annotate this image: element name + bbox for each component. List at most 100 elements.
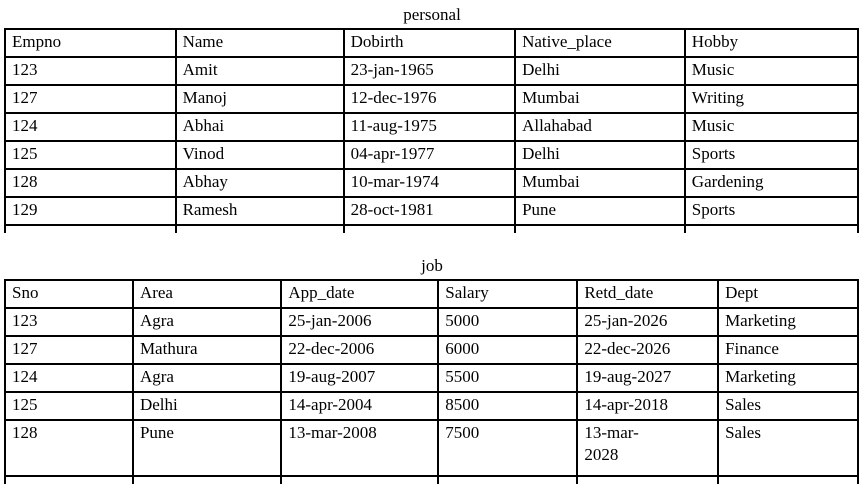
table-cell: Writing <box>683 84 860 114</box>
column-header: Dept <box>717 279 859 309</box>
table-cell: Music <box>683 56 860 86</box>
table-cell: 5000 <box>437 307 579 337</box>
table-cell: 124 <box>4 363 134 393</box>
table-cell: 28-oct-1981 <box>342 196 517 226</box>
personal-table-title: personal <box>403 5 461 24</box>
table-cell: 23-jan-1965 <box>342 56 517 86</box>
table-cell: Mumbai <box>514 168 686 198</box>
table-row: 128 Pune 13-mar-2008 7500 13-mar- 2028 Sales <box>4 419 859 477</box>
personal-table: Empno Name Dobirth Native_place Hobby 123 Ami… <box>4 28 860 233</box>
table-row: 125 Delhi 14-apr-2004 8500 14-apr-2018 Sales <box>4 391 859 421</box>
table-cell: 127 <box>4 335 134 365</box>
table-cell: 125 <box>4 140 177 170</box>
table-cell: 10-mar-1974 <box>342 168 517 198</box>
cropped-cell-stub <box>437 475 579 484</box>
table-cell: 04-apr-1977 <box>342 140 517 170</box>
cropped-cell-stub <box>131 475 283 484</box>
table-cell: Agra <box>131 307 283 337</box>
table-cell: Mathura <box>131 335 283 365</box>
table-row: 124 Agra 19-aug-2007 5500 19-aug-2027 Marketi… <box>4 363 859 393</box>
table-row: 123 Amit 23-jan-1965 Delhi Music <box>4 56 860 86</box>
table-cell: Marketing <box>717 307 859 337</box>
column-header: Salary <box>437 279 579 309</box>
cropped-row-stub <box>4 475 859 484</box>
header-row: Sno Area App_date Salary Retd_date Dept <box>4 279 859 309</box>
table-row: 125 Vinod 04-apr-1977 Delhi Sports <box>4 140 860 170</box>
column-header: Native_place <box>514 28 686 58</box>
table-cell: Abhai <box>174 112 345 142</box>
table-cell: 14-apr-2018 <box>576 391 720 421</box>
table-cell: Ramesh <box>174 196 345 226</box>
table-cell: Allahabad <box>514 112 686 142</box>
cropped-cell-stub <box>717 475 859 484</box>
column-header: Dobirth <box>342 28 517 58</box>
table-cell: 124 <box>4 112 177 142</box>
cropped-cell-stub <box>514 224 686 233</box>
column-header: Hobby <box>683 28 860 58</box>
table-cell: Gardening <box>683 168 860 198</box>
table-cell: 123 <box>4 56 177 86</box>
table-cell: Delhi <box>514 140 686 170</box>
cropped-row-stub <box>4 224 860 233</box>
table-cell: Finance <box>717 335 859 365</box>
table-cell: 25-jan-2006 <box>280 307 440 337</box>
cropped-cell-stub <box>342 224 517 233</box>
table-cell: 13-mar-2008 <box>280 419 440 477</box>
table-row: 123 Agra 25-jan-2006 5000 25-jan-2026 Marketi… <box>4 307 859 337</box>
table-cell: 22-dec-2006 <box>280 335 440 365</box>
table-row: 129 Ramesh 28-oct-1981 Pune Sports <box>4 196 860 226</box>
table-cell: 6000 <box>437 335 579 365</box>
cropped-cell-stub <box>683 224 860 233</box>
personal-table-section: personal Empno Name Dobirth Native_place Hob… <box>4 4 860 233</box>
table-cell: 128 <box>4 419 134 477</box>
table-cell: Pune <box>514 196 686 226</box>
table-cell: Music <box>683 112 860 142</box>
job-table: Sno Area App_date Salary Retd_date Dept 123 Ag… <box>4 279 859 484</box>
cropped-cell-stub <box>4 475 134 484</box>
table-cell: Sales <box>717 419 859 477</box>
table-cell: Mumbai <box>514 84 686 114</box>
table-cell: Sports <box>683 196 860 226</box>
table-cell: Delhi <box>514 56 686 86</box>
column-header: Name <box>174 28 345 58</box>
table-cell: 11-aug-1975 <box>342 112 517 142</box>
column-header: Empno <box>4 28 177 58</box>
table-cell: 12-dec-1976 <box>342 84 517 114</box>
column-header: App_date <box>280 279 440 309</box>
table-cell: Marketing <box>717 363 859 393</box>
table-cell: Pune <box>131 419 283 477</box>
table-row: 128 Abhay 10-mar-1974 Mumbai Gardening <box>4 168 860 198</box>
table-cell: 19-aug-2007 <box>280 363 440 393</box>
table-cell: Sports <box>683 140 860 170</box>
table-cell: 14-apr-2004 <box>280 391 440 421</box>
cropped-cell-stub <box>576 475 720 484</box>
table-cell: 129 <box>4 196 177 226</box>
table-cell: 125 <box>4 391 134 421</box>
table-cell: Delhi <box>131 391 283 421</box>
table-cell: Abhay <box>174 168 345 198</box>
table-cell: 13-mar- 2028 <box>576 419 720 477</box>
table-cell: 19-aug-2027 <box>576 363 720 393</box>
table-cell: 128 <box>4 168 177 198</box>
cropped-cell-stub <box>174 224 345 233</box>
table-cell: Sales <box>717 391 859 421</box>
job-table-section: job Sno Area App_date Salary Retd_date Dept 1… <box>4 255 860 484</box>
column-header: Sno <box>4 279 134 309</box>
table-row: 127 Mathura 22-dec-2006 6000 22-dec-2026 Fina… <box>4 335 859 365</box>
table-cell: 22-dec-2026 <box>576 335 720 365</box>
table-cell: Agra <box>131 363 283 393</box>
table-cell: Vinod <box>174 140 345 170</box>
job-table-title: job <box>421 256 443 275</box>
table-row: 127 Manoj 12-dec-1976 Mumbai Writing <box>4 84 860 114</box>
table-cell: 127 <box>4 84 177 114</box>
cropped-cell-stub <box>280 475 440 484</box>
table-cell: 25-jan-2026 <box>576 307 720 337</box>
table-cell: 7500 <box>437 419 579 477</box>
table-cell: Amit <box>174 56 345 86</box>
table-cell: 5500 <box>437 363 579 393</box>
table-cell: Manoj <box>174 84 345 114</box>
table-cell: 123 <box>4 307 134 337</box>
cropped-cell-stub <box>4 224 177 233</box>
table-row: 124 Abhai 11-aug-1975 Allahabad Music <box>4 112 860 142</box>
